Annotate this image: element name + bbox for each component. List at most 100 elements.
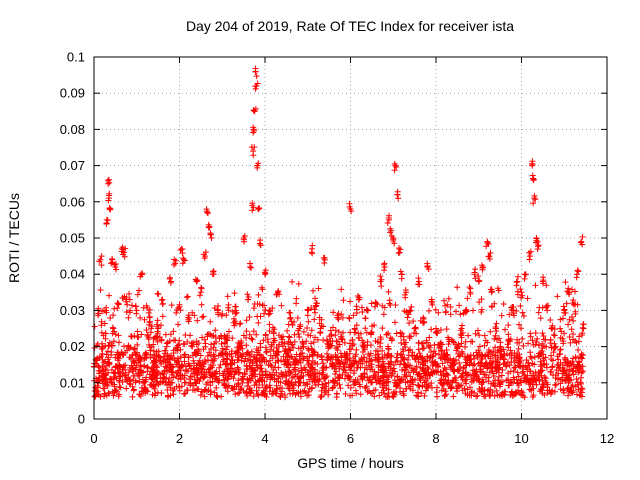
noise-point xyxy=(177,371,184,378)
data-point xyxy=(395,195,402,202)
data-point xyxy=(300,341,307,348)
data-point xyxy=(531,192,538,199)
noise-point xyxy=(367,390,374,397)
noise-point xyxy=(457,311,464,318)
data-point xyxy=(209,271,216,278)
noise-point xyxy=(428,326,435,333)
noise-point xyxy=(225,328,232,335)
noise-point xyxy=(569,286,576,293)
y-tick-label: 0.07 xyxy=(60,158,85,173)
noise-point xyxy=(158,390,165,397)
noise-point xyxy=(379,358,386,365)
noise-point xyxy=(464,386,471,393)
noise-point xyxy=(516,362,523,369)
noise-point xyxy=(182,331,189,338)
noise-point xyxy=(311,334,318,341)
noise-point xyxy=(470,307,477,314)
noise-point xyxy=(437,369,444,376)
noise-point xyxy=(402,343,409,350)
noise-point xyxy=(432,367,439,374)
noise-point xyxy=(389,336,396,343)
noise-point xyxy=(216,364,223,371)
noise-point xyxy=(287,390,294,397)
data-point xyxy=(146,318,153,325)
noise-point xyxy=(207,388,214,395)
noise-point xyxy=(443,370,450,377)
noise-point xyxy=(102,330,109,337)
noise-point xyxy=(467,371,474,378)
noise-point xyxy=(242,355,249,362)
noise-point xyxy=(525,359,532,366)
noise-point xyxy=(491,392,498,399)
noise-point xyxy=(290,366,297,373)
noise-point xyxy=(348,363,355,370)
noise-point xyxy=(319,381,326,388)
x-axis-label: GPS time / hours xyxy=(297,455,404,471)
noise-point xyxy=(180,340,187,347)
noise-point xyxy=(569,368,576,375)
noise-point xyxy=(271,388,278,395)
noise-point xyxy=(201,373,208,380)
data-point xyxy=(251,144,258,151)
noise-point xyxy=(247,390,254,397)
noise-point xyxy=(282,394,289,401)
noise-point xyxy=(248,364,255,371)
noise-point xyxy=(168,371,175,378)
noise-point xyxy=(334,346,341,353)
data-point xyxy=(551,340,558,347)
noise-point xyxy=(551,332,558,339)
data-point xyxy=(321,260,328,267)
noise-point xyxy=(410,318,417,325)
data-point xyxy=(329,363,336,370)
noise-point xyxy=(102,335,109,342)
data-point xyxy=(395,245,402,252)
y-tick-label: 0.01 xyxy=(60,375,85,390)
noise-point xyxy=(536,304,543,311)
data-point xyxy=(421,319,428,326)
data-point xyxy=(394,188,401,195)
data-point xyxy=(384,219,391,226)
noise-point xyxy=(173,361,180,368)
data-point xyxy=(566,291,573,298)
data-point xyxy=(517,286,524,293)
noise-point xyxy=(275,378,282,385)
noise-point xyxy=(563,300,570,307)
noise-point xyxy=(539,390,546,397)
noise-point xyxy=(262,332,269,339)
noise-point xyxy=(125,314,132,321)
noise-point xyxy=(91,323,98,330)
noise-point xyxy=(100,359,107,366)
noise-point xyxy=(126,290,133,297)
noise-point xyxy=(531,354,538,361)
data-point xyxy=(99,340,106,347)
noise-point xyxy=(153,363,160,370)
noise-point xyxy=(407,362,414,369)
data-point xyxy=(236,343,243,350)
noise-point xyxy=(268,363,275,370)
noise-point xyxy=(154,317,161,324)
noise-point xyxy=(154,290,161,297)
data-point xyxy=(132,303,139,310)
noise-point xyxy=(390,388,397,395)
noise-point xyxy=(484,339,491,346)
data-point xyxy=(219,349,226,356)
noise-point xyxy=(305,332,312,339)
data-point xyxy=(214,309,221,316)
noise-point xyxy=(347,298,354,305)
noise-point xyxy=(530,385,537,392)
data-point xyxy=(378,283,385,290)
noise-point xyxy=(267,361,274,368)
noise-point xyxy=(342,390,349,397)
noise-point xyxy=(528,355,535,362)
noise-point xyxy=(185,354,192,361)
noise-point xyxy=(522,363,529,370)
noise-point xyxy=(441,297,448,304)
noise-point xyxy=(252,357,259,364)
noise-point xyxy=(379,384,386,391)
noise-point xyxy=(540,343,547,350)
noise-point xyxy=(262,390,269,397)
noise-point xyxy=(222,374,229,381)
noise-point xyxy=(184,368,191,375)
noise-point xyxy=(575,386,582,393)
y-tick-label: 0.09 xyxy=(60,86,85,101)
